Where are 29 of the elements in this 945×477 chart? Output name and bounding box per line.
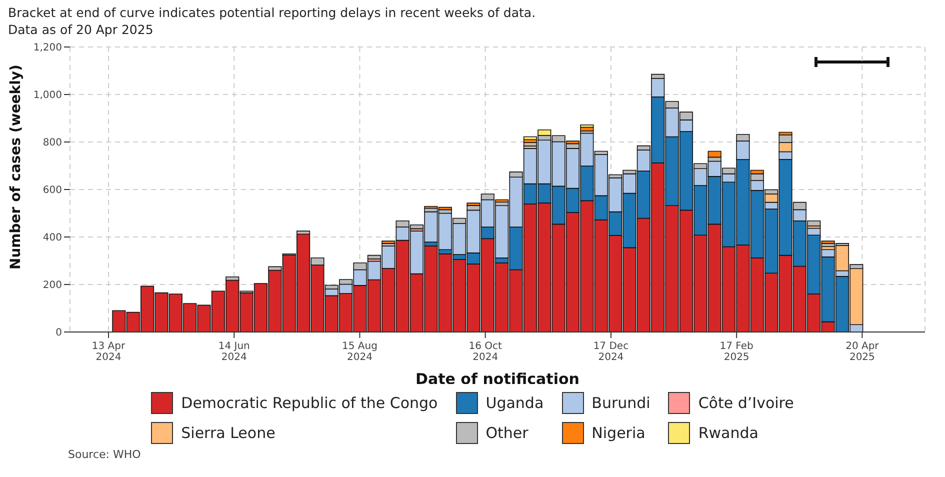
x-tick-label: 16 Oct 2024 (468, 341, 502, 363)
chart-subtitle: Data as of 20 Apr 2025 (8, 21, 154, 38)
legend-label: Burundi (592, 394, 650, 412)
y-axis-title: Number of cases (weekly) (8, 64, 24, 270)
y-tick-label: 400 (42, 232, 62, 244)
legend-label: Côte d’Ivoire (698, 394, 794, 412)
x-tick-label: 15 Aug 2024 (342, 341, 378, 363)
legend-label: Sierra Leone (181, 424, 276, 442)
x-tick-label: 14 Jun 2024 (218, 341, 250, 363)
y-tick-label: 1,200 (33, 42, 62, 54)
x-tick-label: 13 Apr 2024 (92, 341, 126, 363)
legend-label: Other (486, 424, 528, 442)
legend-label: Uganda (486, 394, 544, 412)
y-tick-label: 1,000 (33, 90, 62, 102)
chart-title: Bracket at end of curve indicates potential reporting delays in recent weeks of data. (8, 4, 537, 21)
x-tick-label: 17 Dec 2024 (593, 341, 629, 363)
y-tick-label: 200 (42, 280, 62, 292)
x-tick-label: 17 Feb 2025 (720, 341, 754, 363)
bar (580, 124, 594, 128)
legend-label: Nigeria (592, 424, 646, 442)
x-axis-title: Date of notification (416, 370, 580, 388)
x-tick-label: 20 Apr 2025 (846, 341, 880, 363)
legend-label: Rwanda (698, 424, 758, 442)
legend-label: Democratic Republic of the Congo (181, 394, 438, 412)
y-tick-label: 0 (56, 328, 62, 339)
y-tick-label: 800 (42, 138, 62, 149)
bar (708, 150, 722, 158)
y-tick-label: 600 (42, 185, 62, 196)
source-note: Source: WHO (68, 448, 142, 461)
